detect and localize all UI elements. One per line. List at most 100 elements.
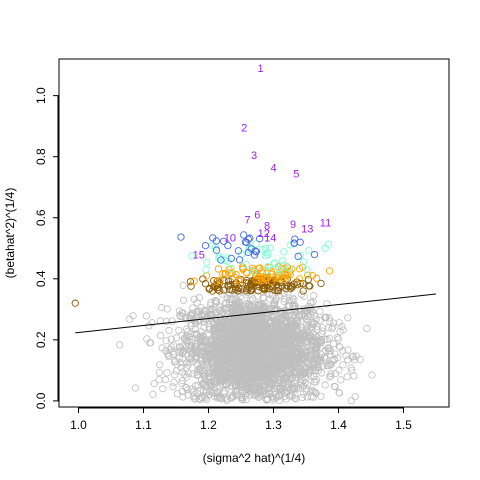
grey-point — [323, 300, 331, 308]
grey-point — [184, 391, 192, 399]
point-label: 15 — [193, 249, 205, 261]
grey-point — [268, 392, 276, 401]
grey-point — [297, 290, 306, 298]
grey-point — [261, 367, 269, 375]
orange-point — [255, 276, 263, 284]
grey-point — [321, 335, 329, 343]
grey-point — [265, 349, 273, 358]
brown-point — [282, 285, 290, 293]
grey-point — [344, 314, 352, 322]
grey-point — [236, 391, 244, 400]
point-label: 6 — [254, 210, 260, 222]
grey-point — [215, 328, 223, 336]
grey-point — [225, 342, 233, 350]
grey-point — [172, 334, 180, 342]
orange-point — [267, 278, 276, 286]
grey-point — [198, 342, 206, 350]
grey-point — [295, 384, 303, 392]
grey-point — [215, 318, 223, 327]
blue-point — [234, 247, 243, 255]
blue-point — [244, 235, 252, 243]
grey-point — [173, 390, 181, 398]
grey-point — [297, 348, 305, 356]
green-point — [202, 265, 210, 274]
orange-point — [283, 271, 292, 280]
orange-point — [248, 264, 257, 272]
x-tick-label: 1.2 — [200, 418, 217, 432]
grey-point — [196, 387, 204, 395]
grey-point — [236, 324, 244, 332]
green-point — [227, 265, 235, 273]
grey-point — [309, 364, 318, 372]
grey-point — [321, 381, 329, 389]
grey-point — [165, 353, 173, 361]
grey-point — [297, 343, 305, 351]
x-tick-label: 1.3 — [265, 418, 282, 432]
x-tick-label: 1.5 — [395, 418, 412, 432]
y-tick-label: 0.0 — [34, 392, 48, 409]
brown-point — [226, 285, 234, 294]
grey-point — [313, 333, 321, 341]
y-tick-label: 1.0 — [34, 87, 48, 104]
grey-point — [363, 324, 371, 332]
grey-point — [230, 330, 238, 338]
grey-point — [270, 349, 278, 357]
orange-point — [251, 271, 260, 279]
grey-point — [191, 318, 199, 326]
grey-point — [275, 334, 284, 343]
blue-point — [240, 231, 248, 239]
green-point — [286, 241, 295, 249]
grey-point — [188, 354, 196, 362]
grey-point — [352, 352, 360, 360]
grey-point — [306, 368, 314, 376]
grey-point — [168, 317, 176, 325]
grey-point — [162, 317, 171, 325]
grey-point — [178, 331, 186, 339]
grey-point — [232, 320, 240, 329]
grey-point — [325, 317, 334, 325]
grey-point — [306, 304, 314, 313]
grey-point — [328, 324, 336, 333]
grey-point — [220, 374, 228, 382]
grey-point — [281, 311, 289, 319]
orange-point — [304, 271, 312, 279]
grey-point — [207, 301, 215, 309]
grey-point — [326, 347, 334, 355]
y-tick-label: 0.4 — [34, 270, 48, 287]
orange-point — [312, 274, 321, 282]
brown-point — [265, 285, 274, 293]
grey-point — [288, 297, 296, 305]
grey-point — [307, 393, 315, 401]
green-point — [275, 265, 283, 273]
point-label: 5 — [293, 168, 299, 180]
grey-point — [348, 366, 356, 374]
green-point — [305, 246, 313, 255]
grey-point — [305, 363, 313, 371]
blue-point — [256, 235, 264, 243]
grey-point — [259, 318, 267, 326]
grey-point — [290, 329, 298, 337]
grey-point — [249, 333, 257, 341]
grey-point — [308, 320, 316, 328]
grey-point — [309, 359, 318, 367]
grey-point — [179, 393, 187, 401]
grey-point — [335, 342, 343, 351]
brown-point — [231, 283, 240, 291]
grey-point — [284, 342, 292, 350]
grey-point — [274, 346, 282, 354]
brown-point — [186, 278, 195, 286]
point-label: 13 — [301, 223, 313, 235]
grey-point — [286, 385, 295, 393]
grey-point — [199, 360, 207, 369]
y-tick-label: 0.6 — [34, 209, 48, 226]
grey-point — [178, 387, 186, 396]
grey-point — [249, 313, 257, 322]
grey-point — [221, 341, 229, 349]
grey-point — [209, 341, 217, 349]
grey-point — [179, 296, 188, 304]
grey-point — [259, 293, 267, 301]
grey-point — [291, 319, 299, 328]
grey-point — [155, 375, 163, 384]
grey-point — [218, 348, 226, 356]
grey-point — [328, 357, 336, 365]
